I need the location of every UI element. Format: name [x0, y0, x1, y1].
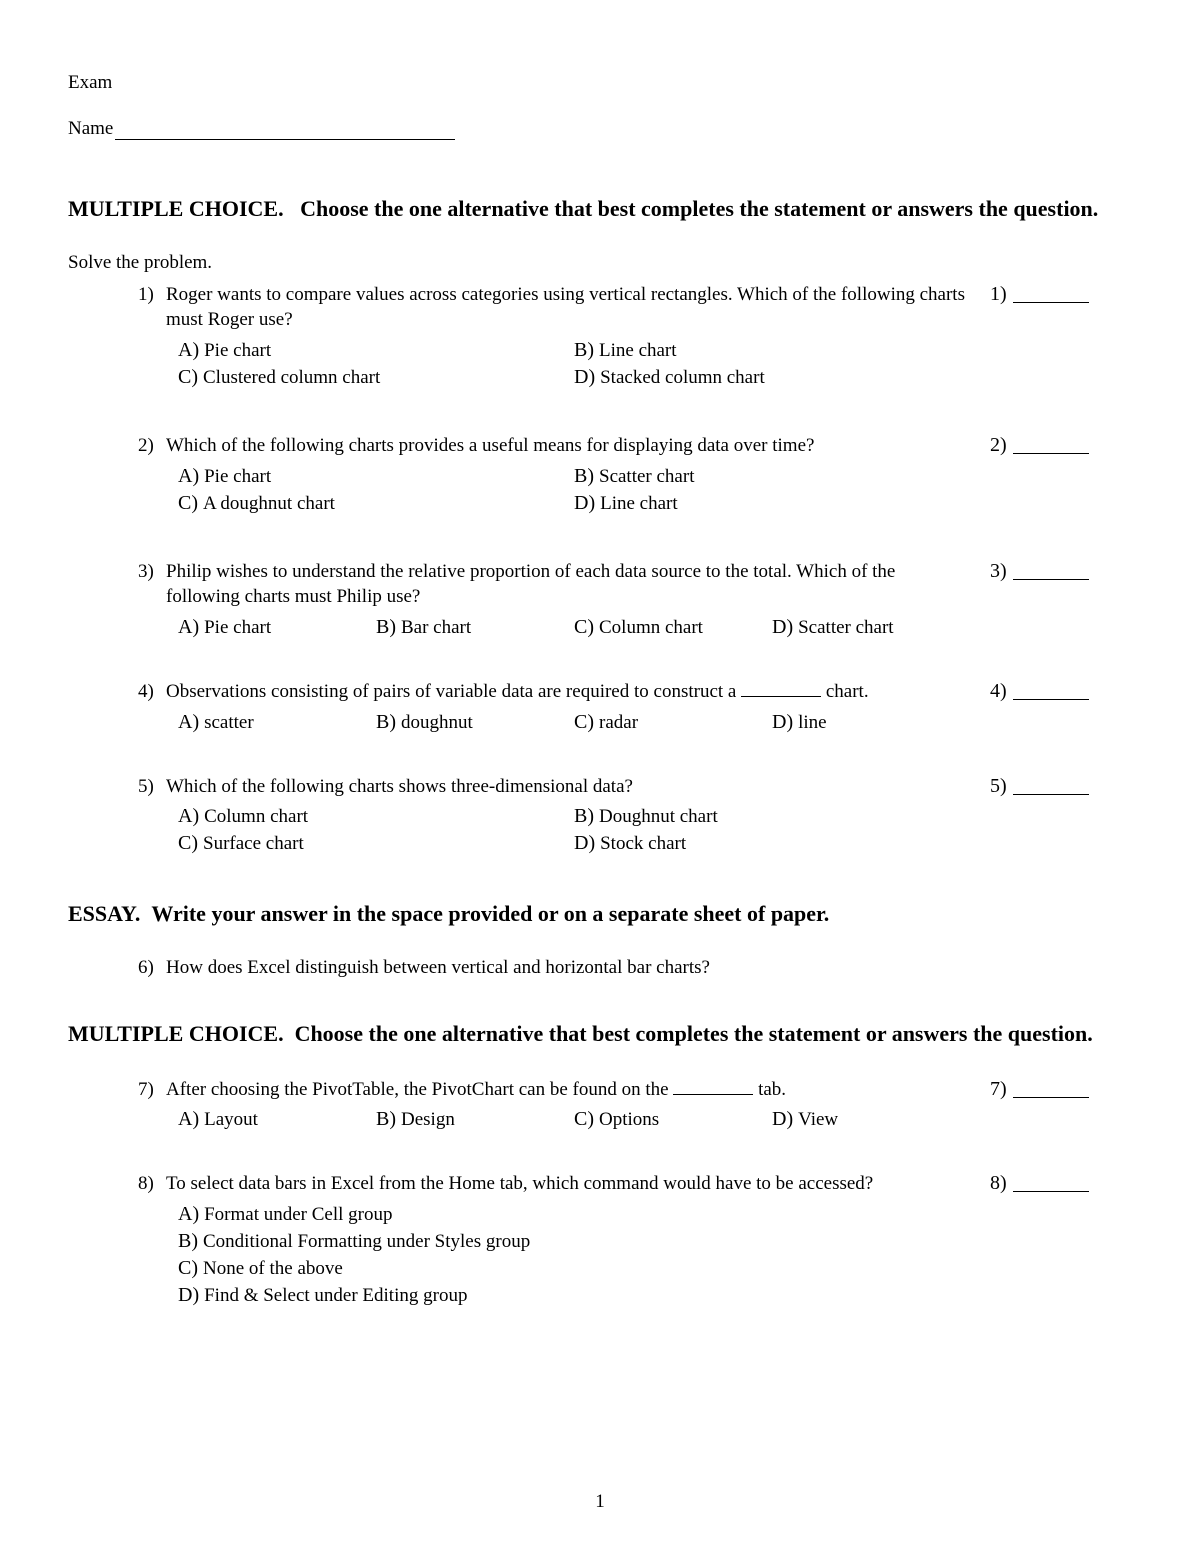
q8-option-D: D) Find & Select under Editing group — [178, 1284, 970, 1307]
q5-stem: Which of the following charts shows thre… — [166, 774, 970, 800]
q3-stem: Philip wishes to understand the relative… — [166, 559, 970, 610]
question-5: 5) Which of the following charts shows t… — [138, 774, 1120, 860]
q1-stem: Roger wants to compare values across cat… — [166, 282, 970, 333]
q2-stem: Which of the following charts provides a… — [166, 433, 970, 459]
q2-answer-blank[interactable] — [1013, 433, 1089, 454]
q3-answer-num: 3) — [990, 559, 1007, 583]
q7-answer-num: 7) — [990, 1077, 1007, 1101]
q5-option-A: A) Column chart — [178, 805, 574, 828]
q4-num: 4) — [138, 679, 166, 705]
q8-stem: To select data bars in Excel from the Ho… — [166, 1171, 970, 1197]
q8-option-B: B) Conditional Formatting under Styles g… — [178, 1230, 970, 1253]
q5-option-C: C) Surface chart — [178, 832, 574, 855]
q3-option-D: D) Scatter chart — [772, 616, 970, 639]
q5-answer-blank[interactable] — [1013, 774, 1089, 795]
q8-num: 8) — [138, 1171, 166, 1197]
q8-answer-blank[interactable] — [1013, 1171, 1089, 1192]
q3-answer-blank[interactable] — [1013, 559, 1089, 580]
question-1: 1) Roger wants to compare values across … — [138, 282, 1120, 393]
q4-option-D: D) line — [772, 711, 970, 734]
q1-option-C: C) Clustered column chart — [178, 366, 574, 389]
q4-stem: Observations consisting of pairs of vari… — [166, 679, 970, 705]
q2-option-B: B) Scatter chart — [574, 465, 970, 488]
exam-page: Exam Name MULTIPLE CHOICE. Choose the on… — [0, 0, 1200, 1553]
q4-answer-num: 4) — [990, 679, 1007, 703]
page-number: 1 — [0, 1491, 1200, 1513]
q8-option-A: A) Format under Cell group — [178, 1203, 970, 1226]
question-3: 3) Philip wishes to understand the relat… — [138, 559, 1120, 639]
q4-inline-blank — [741, 682, 821, 697]
q8-answer-num: 8) — [990, 1171, 1007, 1195]
mc-instructions-1: MULTIPLE CHOICE. Choose the one alternat… — [68, 194, 1120, 224]
q2-answer-num: 2) — [990, 433, 1007, 457]
q2-option-C: C) A doughnut chart — [178, 492, 574, 515]
q1-answer-blank[interactable] — [1013, 282, 1089, 303]
q1-num: 1) — [138, 282, 166, 333]
question-4: 4) Observations consisting of pairs of v… — [138, 679, 1120, 734]
q7-answer-blank[interactable] — [1013, 1077, 1089, 1098]
q1-option-D: D) Stacked column chart — [574, 366, 970, 389]
q7-inline-blank — [673, 1080, 753, 1095]
mc-lead: MULTIPLE CHOICE. — [68, 196, 284, 221]
q7-option-A: A) Layout — [178, 1108, 376, 1131]
exam-title: Exam — [68, 72, 1120, 94]
q8-option-C: C) None of the above — [178, 1257, 970, 1280]
q3-option-A: A) Pie chart — [178, 616, 376, 639]
q3-option-C: C) Column chart — [574, 616, 772, 639]
essay-instructions: ESSAY. Write your answer in the space pr… — [68, 899, 1120, 929]
q6-stem: How does Excel distinguish between verti… — [166, 957, 710, 979]
name-blank[interactable] — [115, 121, 455, 140]
q3-num: 3) — [138, 559, 166, 610]
q7-option-D: D) View — [772, 1108, 970, 1131]
q7-num: 7) — [138, 1077, 166, 1103]
q7-option-B: B) Design — [376, 1108, 574, 1131]
q5-answer-num: 5) — [990, 774, 1007, 798]
name-field: Name — [68, 118, 1120, 140]
q1-answer-num: 1) — [990, 282, 1007, 306]
question-7: 7) After choosing the PivotTable, the Pi… — [138, 1077, 1120, 1132]
q5-num: 5) — [138, 774, 166, 800]
q2-option-D: D) Line chart — [574, 492, 970, 515]
q5-option-D: D) Stock chart — [574, 832, 970, 855]
q7-stem: After choosing the PivotTable, the Pivot… — [166, 1077, 970, 1103]
q1-option-B: B) Line chart — [574, 339, 970, 362]
solve-label: Solve the problem. — [68, 252, 1120, 274]
mc-instructions-2: MULTIPLE CHOICE. Choose the one alternat… — [68, 1019, 1120, 1049]
question-6: 6) How does Excel distinguish between ve… — [138, 957, 1120, 979]
q3-option-B: B) Bar chart — [376, 616, 574, 639]
q2-num: 2) — [138, 433, 166, 459]
q1-option-A: A) Pie chart — [178, 339, 574, 362]
q2-option-A: A) Pie chart — [178, 465, 574, 488]
q4-option-C: C) radar — [574, 711, 772, 734]
question-2: 2) Which of the following charts provide… — [138, 433, 1120, 519]
name-label: Name — [68, 118, 113, 140]
q6-num: 6) — [138, 957, 166, 979]
q4-option-A: A) scatter — [178, 711, 376, 734]
q4-option-B: B) doughnut — [376, 711, 574, 734]
q4-answer-blank[interactable] — [1013, 679, 1089, 700]
q7-option-C: C) Options — [574, 1108, 772, 1131]
q5-option-B: B) Doughnut chart — [574, 805, 970, 828]
question-8: 8) To select data bars in Excel from the… — [138, 1171, 1120, 1311]
